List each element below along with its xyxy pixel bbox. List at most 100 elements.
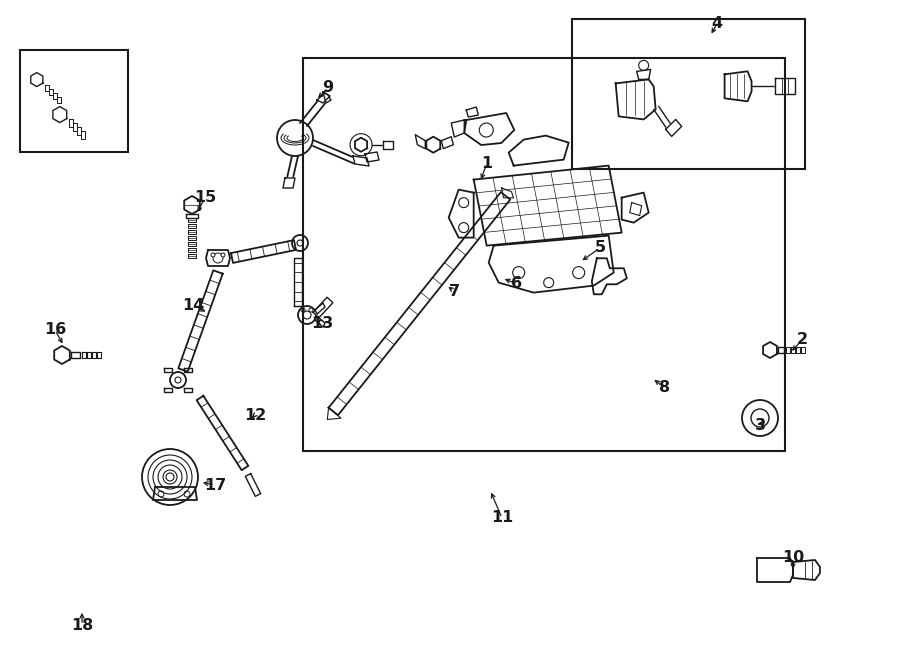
Polygon shape: [616, 79, 656, 120]
Polygon shape: [73, 122, 77, 131]
Polygon shape: [188, 224, 196, 228]
Polygon shape: [246, 474, 261, 496]
Polygon shape: [317, 93, 330, 103]
Circle shape: [742, 400, 778, 436]
Polygon shape: [57, 97, 61, 102]
Circle shape: [298, 306, 316, 324]
Polygon shape: [441, 137, 454, 149]
Circle shape: [211, 253, 215, 257]
Text: 10: 10: [782, 551, 804, 566]
Polygon shape: [313, 297, 333, 318]
Text: 3: 3: [754, 418, 766, 432]
Circle shape: [277, 120, 313, 156]
Text: 12: 12: [244, 407, 266, 422]
Text: 2: 2: [796, 332, 807, 348]
Polygon shape: [636, 69, 651, 79]
Text: 14: 14: [182, 297, 204, 313]
Polygon shape: [49, 89, 53, 95]
Polygon shape: [791, 347, 795, 353]
Polygon shape: [81, 131, 85, 139]
Polygon shape: [501, 188, 514, 198]
Polygon shape: [92, 352, 96, 358]
Polygon shape: [328, 408, 341, 420]
Polygon shape: [76, 126, 81, 135]
Polygon shape: [489, 235, 614, 293]
Text: 11: 11: [491, 510, 513, 525]
Polygon shape: [365, 152, 379, 162]
Polygon shape: [188, 248, 196, 252]
Polygon shape: [786, 347, 790, 353]
Circle shape: [292, 235, 308, 251]
Text: 4: 4: [711, 17, 723, 32]
Text: 5: 5: [594, 241, 606, 256]
Circle shape: [301, 308, 305, 312]
Polygon shape: [622, 192, 649, 223]
Polygon shape: [630, 203, 642, 215]
Circle shape: [142, 449, 198, 505]
Polygon shape: [97, 352, 101, 358]
Polygon shape: [666, 120, 681, 136]
Polygon shape: [164, 388, 172, 392]
Polygon shape: [294, 258, 302, 306]
Text: 7: 7: [448, 284, 460, 299]
Text: 8: 8: [660, 381, 670, 395]
Polygon shape: [68, 118, 73, 126]
Polygon shape: [188, 230, 196, 234]
Polygon shape: [188, 236, 196, 240]
Polygon shape: [87, 352, 91, 358]
Polygon shape: [763, 342, 777, 358]
Polygon shape: [54, 346, 70, 364]
Circle shape: [175, 377, 181, 383]
Polygon shape: [153, 487, 197, 500]
Polygon shape: [45, 85, 49, 91]
Polygon shape: [778, 347, 784, 353]
Polygon shape: [383, 141, 393, 149]
Polygon shape: [206, 250, 230, 266]
Polygon shape: [71, 352, 80, 358]
Polygon shape: [188, 254, 196, 258]
Polygon shape: [464, 113, 514, 145]
Polygon shape: [353, 156, 369, 166]
Polygon shape: [178, 270, 222, 371]
Text: 18: 18: [71, 617, 93, 633]
Polygon shape: [186, 214, 198, 218]
Text: 6: 6: [511, 276, 523, 292]
Polygon shape: [188, 218, 196, 222]
Polygon shape: [315, 316, 325, 327]
Circle shape: [309, 308, 313, 312]
Polygon shape: [793, 560, 820, 580]
Polygon shape: [451, 120, 464, 137]
Text: 15: 15: [194, 190, 216, 206]
Polygon shape: [355, 137, 367, 151]
Text: 9: 9: [322, 81, 334, 95]
Polygon shape: [592, 258, 626, 294]
Polygon shape: [164, 368, 172, 372]
Polygon shape: [427, 137, 440, 153]
Polygon shape: [466, 107, 478, 117]
Bar: [572, 19, 805, 169]
Circle shape: [213, 253, 223, 263]
Bar: [20, 50, 128, 152]
Text: 17: 17: [204, 477, 226, 492]
Circle shape: [297, 240, 303, 246]
Polygon shape: [323, 92, 331, 103]
Text: 13: 13: [310, 315, 333, 330]
Polygon shape: [328, 192, 510, 415]
Text: 1: 1: [482, 155, 492, 171]
Polygon shape: [473, 166, 622, 246]
Polygon shape: [801, 347, 805, 353]
Polygon shape: [31, 73, 43, 87]
Polygon shape: [449, 190, 473, 237]
Polygon shape: [188, 242, 196, 246]
Circle shape: [221, 253, 225, 257]
Polygon shape: [775, 78, 795, 95]
Polygon shape: [415, 135, 426, 149]
Polygon shape: [315, 303, 325, 314]
Circle shape: [303, 311, 311, 319]
Polygon shape: [82, 352, 86, 358]
Polygon shape: [757, 558, 793, 582]
Bar: [303, 58, 785, 451]
Polygon shape: [184, 368, 192, 372]
Polygon shape: [196, 396, 248, 470]
Polygon shape: [796, 347, 800, 353]
